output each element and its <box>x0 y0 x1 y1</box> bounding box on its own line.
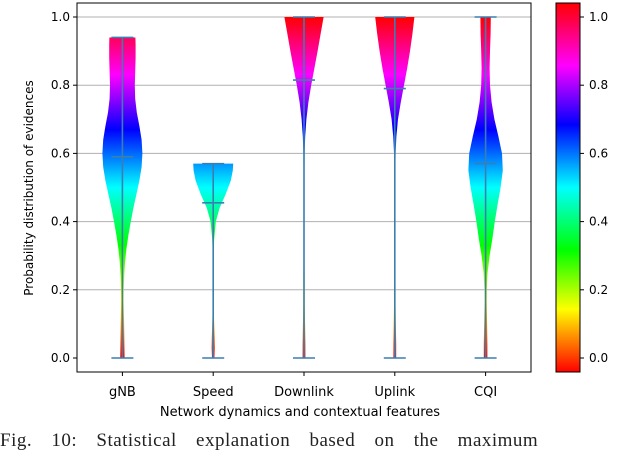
colorbar-tick-label: 0.6 <box>589 146 608 160</box>
colorbar-tick-label: 0.0 <box>589 351 608 365</box>
violin-gnb <box>102 36 143 359</box>
violin-uplink <box>375 16 415 359</box>
violin-speed <box>193 162 234 359</box>
figure-caption: Fig. 10: Statistical explanation based o… <box>0 430 539 451</box>
x-tick-label-speed: Speed <box>193 385 234 400</box>
y-axis-ticks: 0.0 0.2 0.4 0.6 0.8 1.0 <box>51 10 77 365</box>
x-axis-label: Network dynamics and contextual features <box>160 405 440 420</box>
y-tick-label: 0.4 <box>51 215 70 229</box>
y-tick-label: 0.8 <box>51 78 70 92</box>
colorbar-tick-label: 0.2 <box>589 283 608 297</box>
x-tick-label-downlink: Downlink <box>274 385 334 400</box>
colorbar <box>555 2 581 373</box>
violin-cqi <box>468 16 503 359</box>
x-tick-label-cqi: CQI <box>474 385 497 400</box>
violin-downlink <box>284 16 324 359</box>
colorbar-tick-label: 0.8 <box>589 78 608 92</box>
x-tick-label-gnb: gNB <box>109 385 136 400</box>
colorbar-tick-label: 0.4 <box>589 215 608 229</box>
y-tick-label: 1.0 <box>51 10 70 24</box>
y-tick-label: 0.6 <box>51 146 70 160</box>
x-tick-label-uplink: Uplink <box>374 385 415 400</box>
violin-chart: 0.0 0.2 0.4 0.6 0.8 1.0 gNB Speed Downlink Uplin… <box>22 2 608 420</box>
x-axis-ticks: gNB Speed Downlink Uplink CQI <box>109 372 497 400</box>
colorbar-ticks: 0.0 0.2 0.4 0.6 0.8 1.0 <box>580 10 608 365</box>
y-tick-label: 0.0 <box>51 351 70 365</box>
violins <box>102 16 503 359</box>
colorbar-tick-label: 1.0 <box>589 10 608 24</box>
y-axis-label: Probability distribution of evidences <box>22 80 36 295</box>
y-tick-label: 0.2 <box>51 283 70 297</box>
